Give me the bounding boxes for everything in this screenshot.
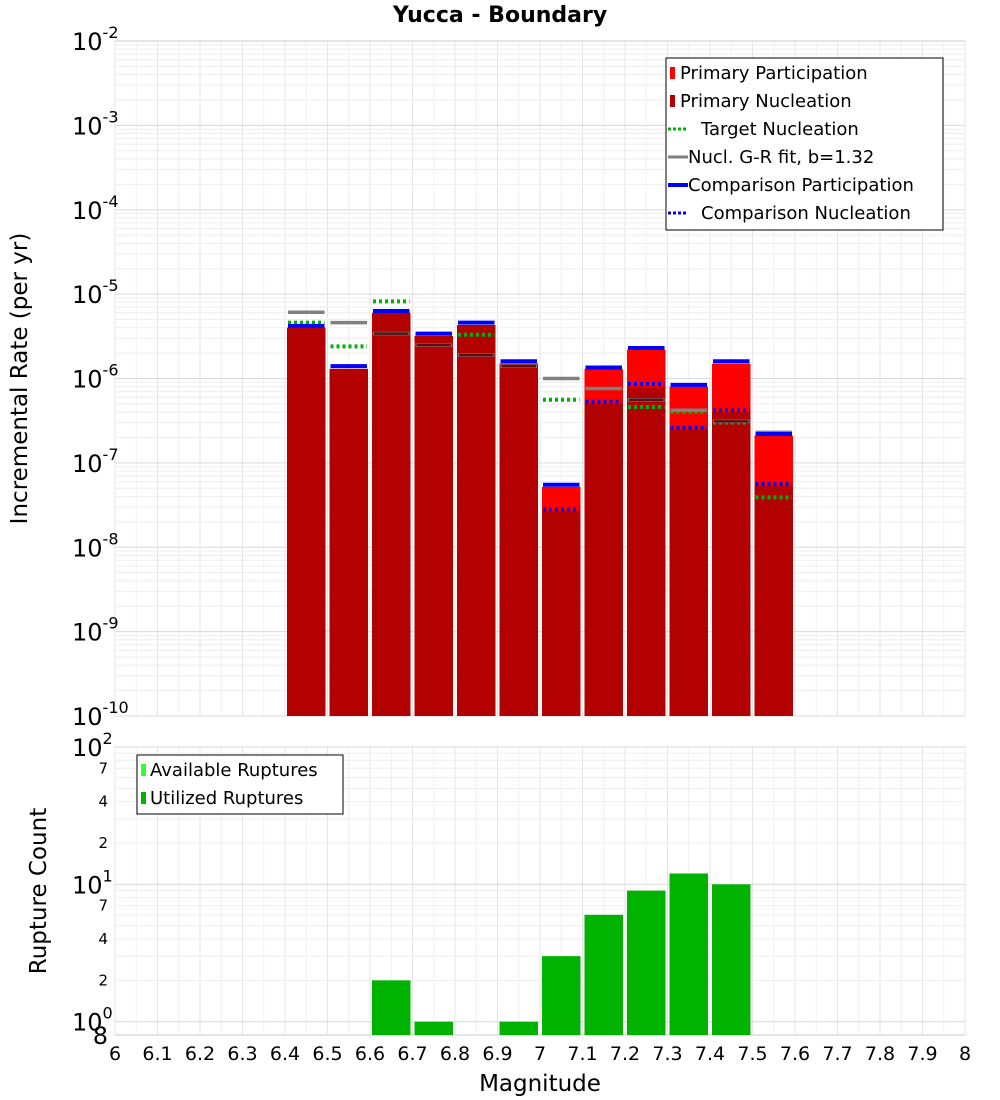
x-tick-label: 6.1 [142,1043,172,1065]
legend-swatch [670,67,675,79]
y-tick-label-minor: 7 [98,759,108,777]
y-tick-label: 101 [72,866,113,899]
legend-label: Utilized Ruptures [150,788,303,809]
y-tick-label-minor: 7 [98,897,108,915]
x-tick-label: 7.6 [780,1043,810,1065]
x-tick-label: 8 [959,1043,971,1065]
x-ticks: 6 6.1 6.2 6.3 6.4 6.5 6.6 6.7 6.8 6.9 7 7.1 7.2 7.3 7.… [109,1043,971,1065]
y-tick-label: 100 [72,1004,113,1037]
bottom-panel: 102 101 100 7 4 2 7 4 2 8 Rupture Count Available R… [26,729,966,1050]
x-tick-label: 7 [534,1043,546,1065]
y-tick-label: 10-8 [72,529,119,562]
x-tick-label: 7.1 [567,1043,597,1065]
y-tick-label: 10-4 [72,192,119,225]
x-tick-label: 6 [109,1043,121,1065]
legend-swatch [141,792,146,804]
y-tick-label: 10-5 [72,276,119,309]
y-tick-label-minor: 8 [93,1022,108,1050]
legend-label: Nucl. G-R fit, b=1.32 [688,147,874,168]
y-tick-label: 10-7 [72,445,119,478]
bar-utilized-ruptures [669,873,708,1035]
legend-label: Target Nucleation [700,119,859,140]
top-panel: 10-2 10-3 10-4 10-5 10-6 10-7 10-8 10-9 10-10 Inc… [7,23,966,731]
x-tick-label: 6.6 [355,1043,385,1065]
bar-primary-nucleation [712,412,751,716]
top-legend-box [665,57,944,231]
y-tick-label: 10-2 [72,23,119,56]
bar-primary-nucleation [584,403,623,716]
bottom-legend-box [136,754,344,815]
x-tick-label: 7.7 [822,1043,852,1065]
x-tick-label: 6.3 [227,1043,257,1065]
bar-primary-nucleation [414,335,453,716]
legend-label: Available Ruptures [150,760,318,781]
x-tick-label: 7.9 [907,1043,937,1065]
bottom-y-ticks: 102 101 100 7 4 2 7 4 2 8 [72,729,113,1050]
bar-utilized-ruptures [499,1021,538,1035]
y-tick-label: 102 [72,729,113,762]
y-tick-label-minor: 4 [98,930,108,948]
legend-swatch [141,764,146,776]
y-tick-label: 10-10 [72,698,129,731]
bar-utilized-ruptures [372,980,411,1035]
bar-primary-nucleation [457,325,496,716]
x-tick-label: 7.8 [865,1043,895,1065]
bar-utilized-ruptures [542,956,581,1035]
top-y-axis-label: Incremental Rate (per yr) [7,233,33,525]
x-tick-label: 6.7 [397,1043,427,1065]
bar-utilized-ruptures [414,1021,453,1035]
bar-primary-nucleation [329,368,368,716]
legend-swatch [670,95,675,107]
y-tick-label-minor: 2 [98,834,108,852]
top-legend: Primary Participation Primary Nucleation T… [665,57,944,231]
bar-primary-nucleation [669,429,708,716]
y-tick-label: 10-9 [72,614,119,647]
bar-utilized-ruptures [627,890,666,1035]
x-axis-label: Magnitude [479,1071,601,1097]
bottom-grid [114,746,966,1035]
legend-label: Comparison Nucleation [701,203,911,224]
bar-primary-nucleation [627,386,666,716]
y-tick-label: 10-3 [72,107,119,140]
x-tick-label: 7.4 [695,1043,725,1065]
x-tick-label: 6.5 [312,1043,342,1065]
bar-primary-nucleation [372,312,411,716]
y-tick-label-minor: 4 [98,793,108,811]
legend-label: Primary Nucleation [680,91,852,112]
x-tick-label: 6.9 [482,1043,512,1065]
x-tick-label: 6.2 [185,1043,215,1065]
x-tick-label: 7.5 [737,1043,767,1065]
x-tick-label: 6.8 [440,1043,470,1065]
top-series-markers [288,299,792,512]
x-tick-label: 7.2 [610,1043,640,1065]
legend-label: Primary Participation [680,63,868,84]
y-tick-label-minor: 2 [98,971,108,989]
bar-utilized-ruptures [712,884,751,1035]
bar-primary-nucleation [287,327,326,716]
bar-primary-nucleation [542,510,581,716]
bottom-bars [372,873,751,1035]
bar-utilized-ruptures [584,914,623,1035]
top-y-ticks: 10-2 10-3 10-4 10-5 10-6 10-7 10-8 10-9 10-10 [72,23,129,731]
bottom-legend: Available Ruptures Utilized Ruptures [136,754,344,815]
bottom-y-axis-label: Rupture Count [26,808,52,974]
y-tick-label: 10-6 [72,361,119,394]
chart-title: Yucca - Boundary [392,3,607,28]
x-tick-label: 7.3 [652,1043,682,1065]
x-tick-label: 6.4 [270,1043,300,1065]
legend-label: Comparison Participation [688,175,914,196]
bar-primary-nucleation [499,363,538,716]
bar-primary-nucleation [754,486,793,716]
